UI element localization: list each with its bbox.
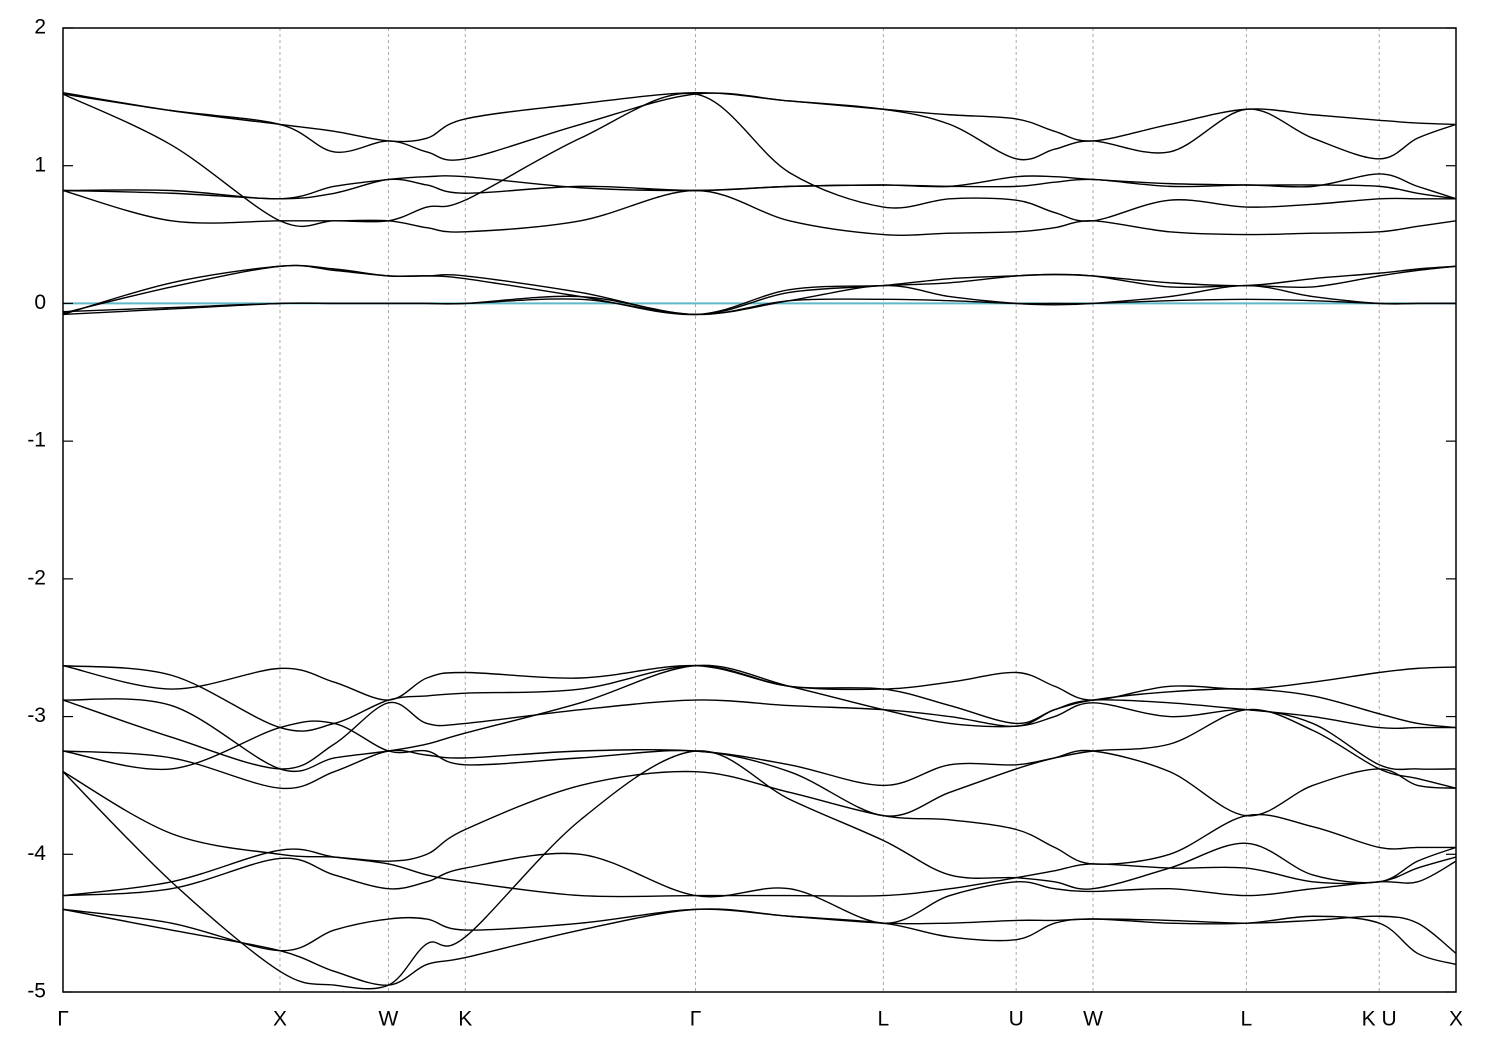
band-line (63, 264, 1456, 316)
band-line (63, 908, 1456, 954)
x-tick-label: X (1449, 1008, 1463, 1031)
y-tick-label: 1 (34, 153, 46, 176)
y-tick-label: -2 (27, 566, 46, 589)
x-tick-label: U (1009, 1008, 1024, 1031)
band-line (63, 664, 1456, 701)
band-line (63, 848, 1456, 898)
band-line (63, 264, 1456, 316)
x-tick-label: Γ (57, 1008, 69, 1031)
band-line (63, 908, 1456, 986)
band-line (63, 189, 1456, 236)
y-tick-label: -4 (27, 842, 46, 865)
plot-frame (62, 27, 1457, 993)
y-tick-label: -5 (27, 980, 46, 1003)
x-tick-label: X (273, 1008, 287, 1031)
bands (63, 92, 1456, 990)
band-line (63, 750, 1456, 990)
labels: -5 -4 -3 -2 -1 0 1 2 Γ X W K Γ L U W L K U X (27, 16, 1463, 1031)
band-line (63, 720, 1456, 817)
x-tick-label: K (458, 1008, 472, 1031)
x-tick-label: W (379, 1008, 399, 1031)
band-line (63, 284, 1456, 316)
y-tick-label: -3 (27, 704, 46, 727)
band-line (63, 708, 1456, 790)
y-tick-label: -1 (27, 429, 46, 452)
x-tick-label: K U (1362, 1008, 1397, 1031)
y-tick-label: 2 (34, 16, 46, 39)
band-line (63, 852, 1456, 924)
x-tick-label: L (878, 1008, 890, 1031)
y-tick-label: 0 (34, 291, 46, 314)
x-tick-label: Γ (690, 1008, 702, 1031)
band-line (63, 92, 1456, 161)
x-tick-label: W (1083, 1008, 1103, 1031)
band-line (63, 173, 1456, 200)
x-tick-label: L (1241, 1008, 1253, 1031)
